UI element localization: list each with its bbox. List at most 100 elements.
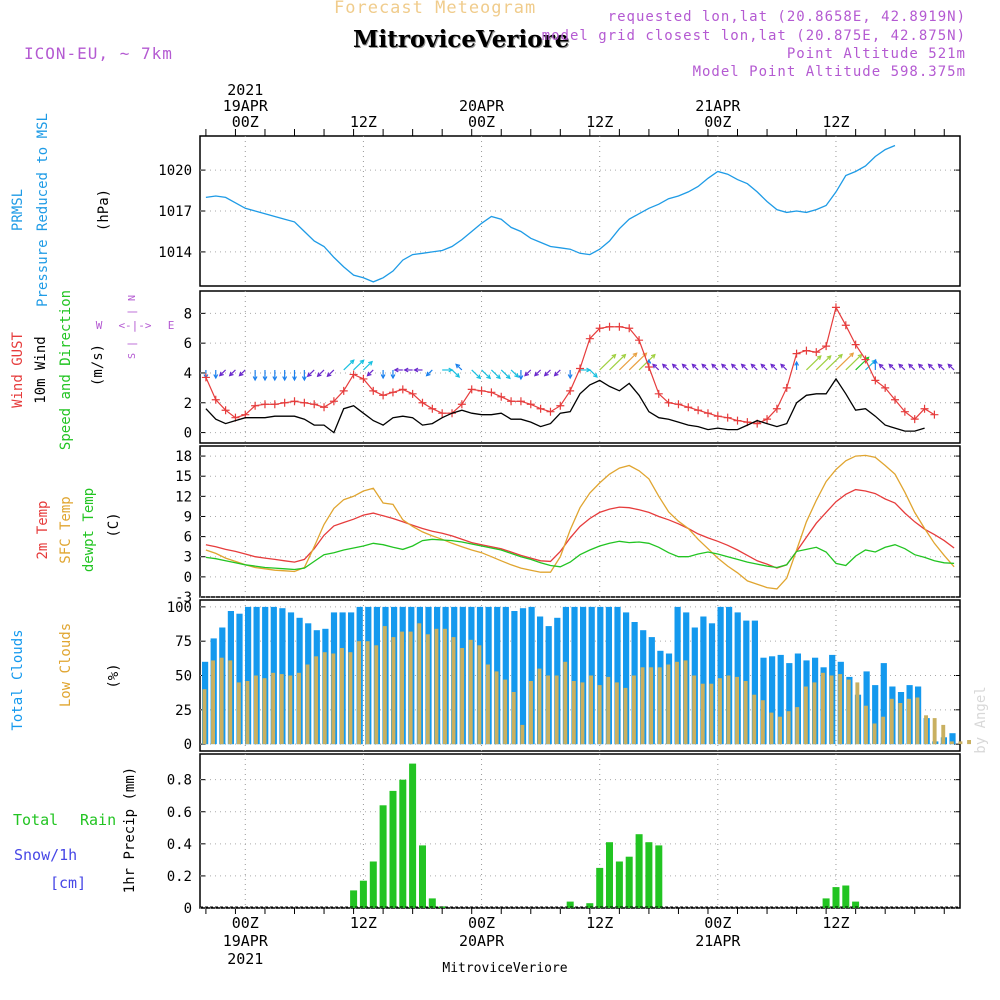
low-cloud-bar bbox=[614, 682, 619, 745]
wind-arrow-head bbox=[326, 372, 332, 378]
total-cloud-bar bbox=[528, 606, 535, 745]
compass-ns-top: | bbox=[127, 309, 138, 315]
time-label-bottom: 21APR bbox=[695, 932, 741, 950]
y-tick-label: 100 bbox=[167, 600, 192, 616]
total-cloud-bar bbox=[700, 616, 707, 745]
gust-marker bbox=[251, 401, 260, 410]
wind-label: 10m Wind bbox=[33, 336, 49, 403]
time-label-bottom: 00Z bbox=[704, 914, 731, 932]
low-cloud-bar bbox=[743, 681, 748, 745]
gust-marker bbox=[379, 391, 388, 400]
total-cloud-label: Total Clouds bbox=[10, 629, 26, 730]
rain-label-rain: Rain bbox=[80, 811, 116, 829]
low-cloud-bar bbox=[400, 631, 404, 745]
low-cloud-bar bbox=[924, 715, 928, 745]
cloud-unit: (%) bbox=[106, 663, 122, 688]
wind-arrow-head bbox=[878, 363, 884, 369]
gust-marker bbox=[674, 400, 683, 409]
gust-marker bbox=[566, 386, 575, 395]
wind-arrow-head bbox=[872, 358, 878, 364]
compass-e: E bbox=[168, 319, 175, 332]
total-cloud-bar bbox=[580, 606, 587, 745]
gust-marker bbox=[812, 348, 821, 357]
wind-arrow-head bbox=[393, 367, 399, 373]
wind-arrow bbox=[806, 355, 822, 371]
wind-arrow bbox=[721, 363, 729, 371]
wind-arrow-head bbox=[849, 352, 855, 358]
wind-arrow bbox=[534, 369, 542, 377]
gust-marker bbox=[635, 336, 644, 345]
low-cloud-bar bbox=[683, 660, 688, 745]
low-cloud-bar bbox=[675, 661, 679, 745]
low-cloud-bar bbox=[803, 686, 808, 745]
gust-marker bbox=[408, 389, 417, 398]
wind-arrow bbox=[825, 354, 843, 371]
gust-marker bbox=[664, 398, 673, 407]
low-cloud-bar bbox=[829, 675, 834, 745]
low-cloud-bar bbox=[760, 700, 765, 745]
total-cloud-bar bbox=[777, 654, 784, 745]
wind-arrow-head bbox=[316, 372, 322, 378]
low-cloud-bar bbox=[503, 679, 508, 745]
time-label-bottom: 00Z bbox=[468, 914, 495, 932]
wind-arrow-head bbox=[413, 367, 419, 373]
total-cloud-bar bbox=[245, 606, 252, 745]
wind-arrow bbox=[490, 369, 501, 379]
gust-marker bbox=[654, 389, 663, 398]
low-cloud-bar bbox=[769, 712, 774, 745]
low-cloud-bar bbox=[322, 652, 327, 745]
low-cloud-bar bbox=[314, 656, 319, 745]
gust-marker bbox=[320, 403, 329, 412]
low-cloud-bar bbox=[606, 676, 611, 745]
compass-ns-bottom: | bbox=[127, 341, 138, 347]
wind-arrow-head bbox=[720, 363, 726, 369]
rain-bar bbox=[852, 901, 860, 908]
gust-marker bbox=[930, 410, 939, 419]
compass-w: W bbox=[96, 319, 103, 332]
wind-arrow-head bbox=[826, 355, 832, 360]
y-tick-label: 0.4 bbox=[167, 837, 192, 853]
gust-marker bbox=[900, 407, 909, 416]
gust-marker bbox=[881, 383, 890, 392]
wind-arrow-head bbox=[681, 363, 687, 369]
gust-marker bbox=[605, 322, 614, 331]
wind-arrow bbox=[731, 363, 738, 371]
total-cloud-bar bbox=[605, 606, 612, 745]
wind-arrow-head bbox=[505, 374, 511, 380]
low-cloud-bar bbox=[915, 697, 920, 745]
wind-arrow bbox=[229, 369, 236, 377]
low-cloud-bar bbox=[391, 637, 396, 745]
rain-bar bbox=[399, 779, 407, 908]
low-cloud-bar bbox=[228, 660, 233, 745]
wind-arrow bbox=[947, 363, 955, 371]
low-cloud-bar bbox=[297, 672, 301, 745]
time-label-top: 2021 bbox=[227, 81, 263, 99]
closest-coords: model grid closest lon,lat (20.875E, 42.… bbox=[541, 28, 966, 44]
wind-arrow bbox=[770, 363, 778, 371]
low-cloud-bar bbox=[348, 652, 353, 745]
wind-arrow bbox=[711, 363, 719, 371]
low-cloud-bar bbox=[932, 718, 937, 745]
total-cloud-bar bbox=[949, 733, 956, 745]
wind-arrow-head bbox=[252, 376, 258, 382]
wind-arrow bbox=[367, 369, 374, 377]
rain-bar bbox=[625, 856, 633, 908]
rain-bar bbox=[409, 763, 417, 908]
low-cloud-bar bbox=[434, 628, 439, 745]
low-cloud-bar bbox=[494, 671, 499, 745]
pressure-label-1: PRMSL bbox=[10, 189, 26, 231]
model-altitude: Model Point Altitude 598.375m bbox=[692, 64, 966, 80]
low-cloud-bar bbox=[331, 653, 336, 745]
y-tick-label: 0.6 bbox=[167, 805, 192, 821]
gust-marker bbox=[684, 403, 693, 412]
gust-marker bbox=[576, 364, 584, 373]
gust-marker bbox=[290, 397, 299, 406]
gust-marker bbox=[516, 397, 525, 406]
wind-arrow bbox=[589, 369, 598, 378]
wind-arrow-head bbox=[650, 353, 656, 359]
wind-arrow-head bbox=[368, 360, 374, 366]
wind-arrow-head bbox=[366, 371, 372, 377]
low-cloud-bar bbox=[821, 672, 825, 745]
wind-arrow bbox=[908, 363, 916, 371]
temp-line-2 bbox=[205, 538, 955, 571]
